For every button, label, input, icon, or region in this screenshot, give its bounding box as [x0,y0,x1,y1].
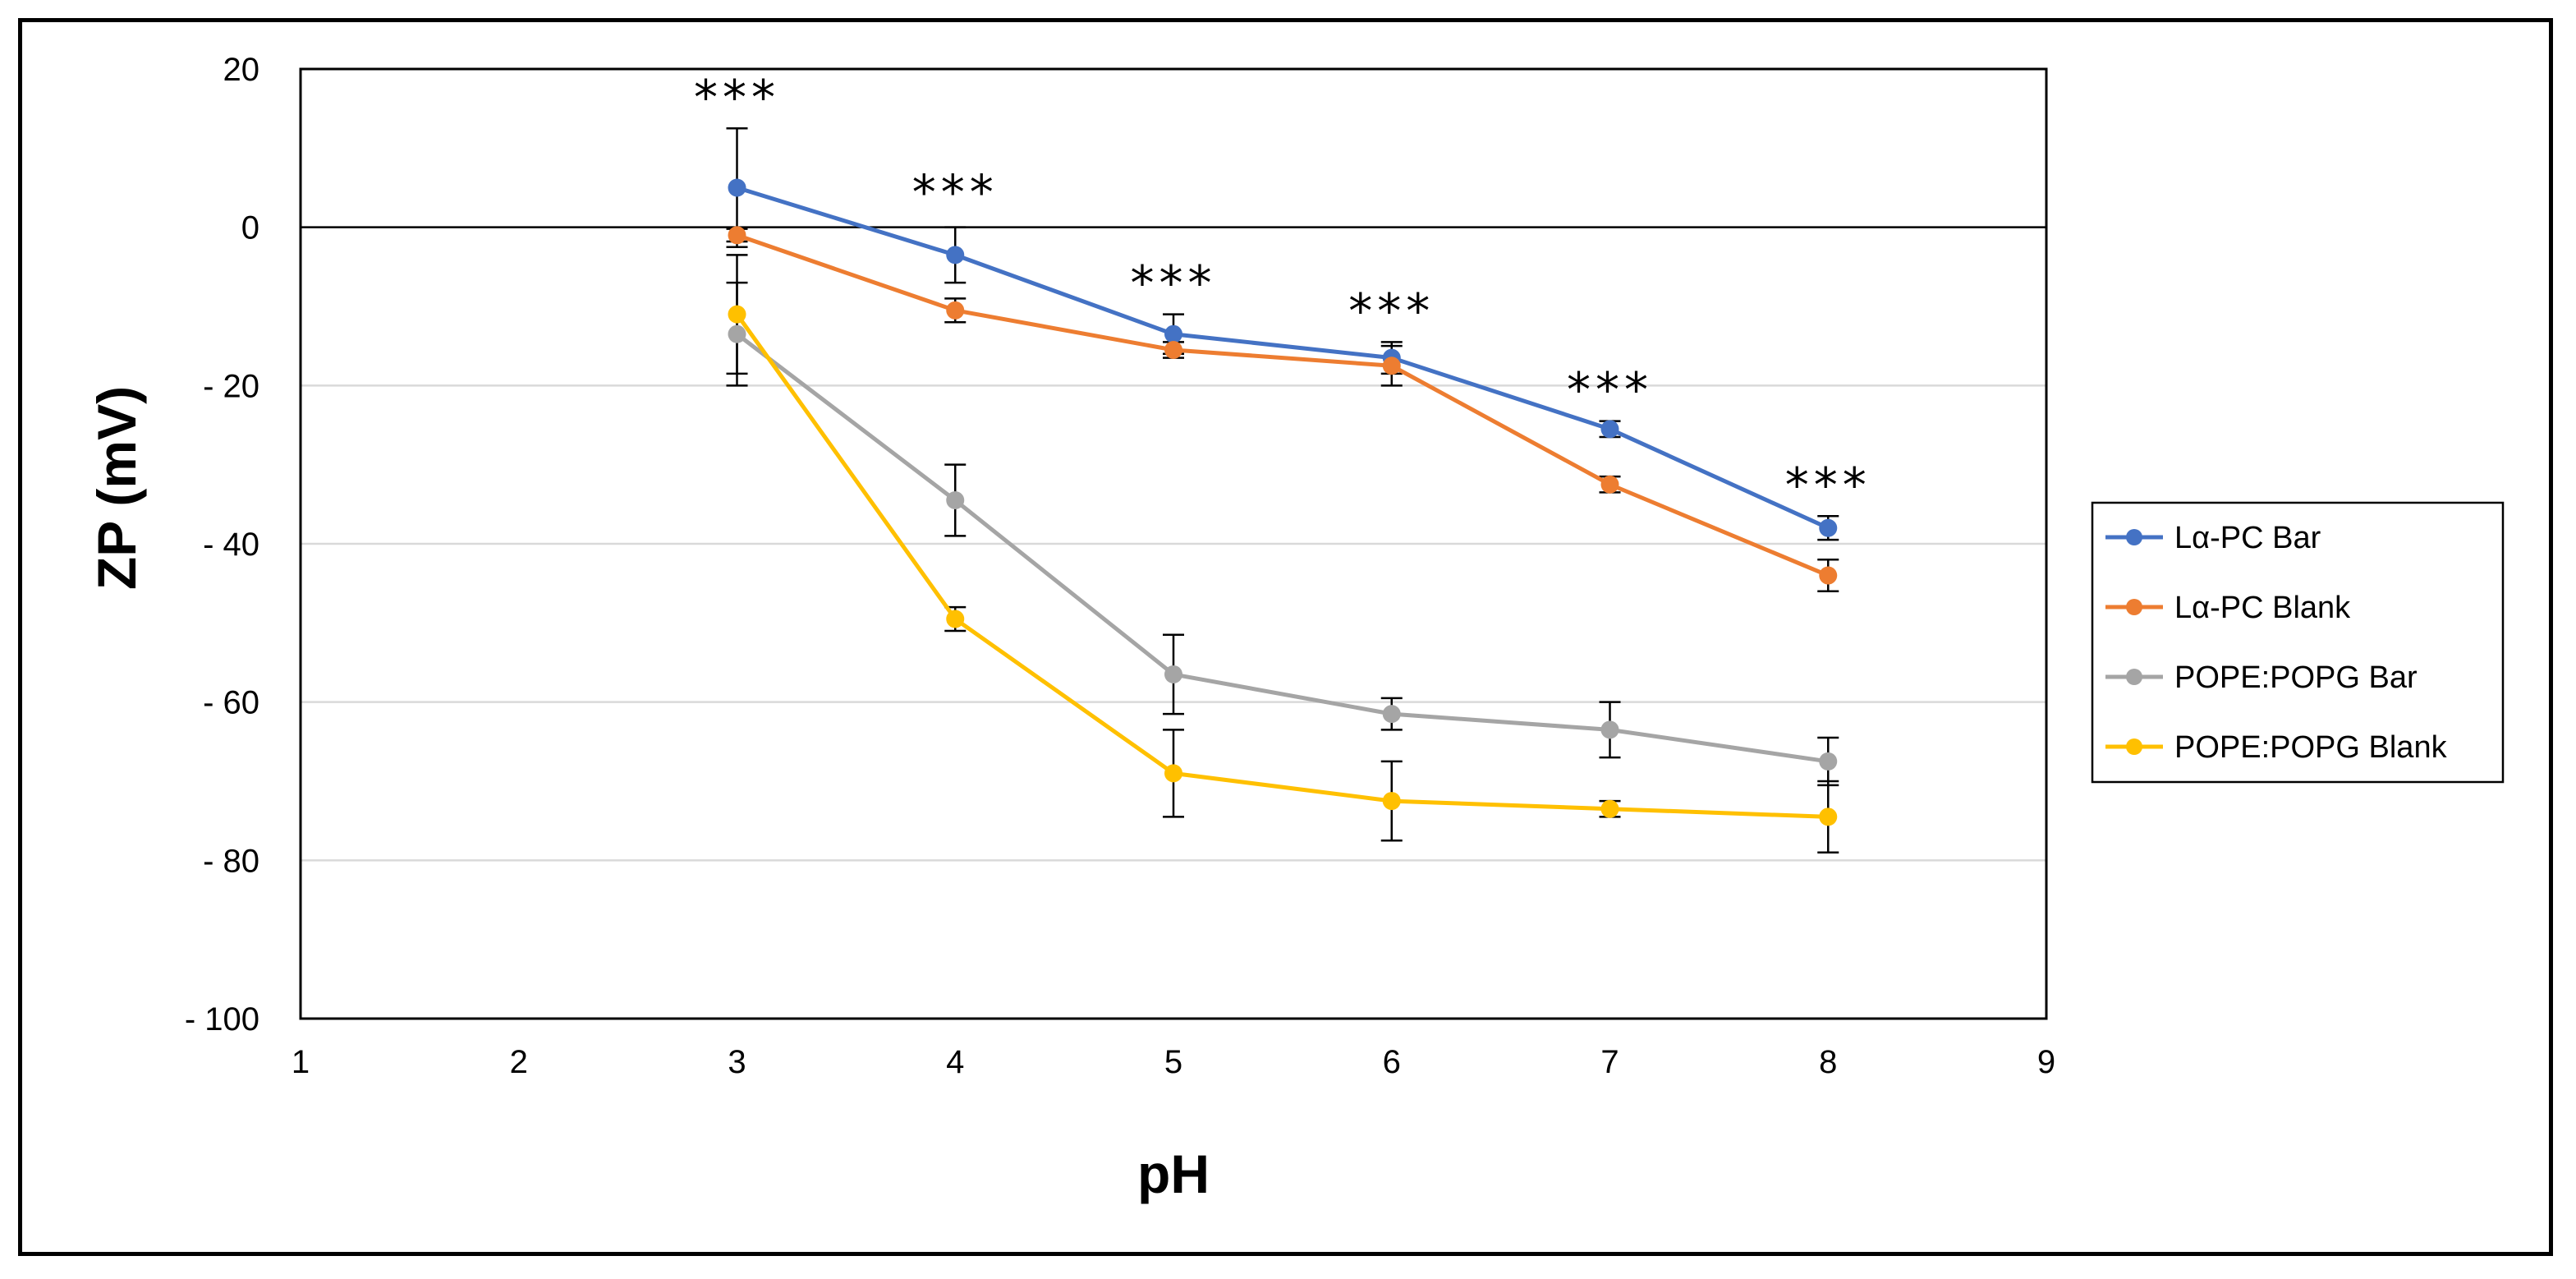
data-point-l-pc-blank [728,226,746,245]
legend-entry-l-pc-blank: Lα-PC Blank [2105,591,2351,625]
x-tick-label: 9 [2037,1044,2055,1080]
x-tick-label: 2 [510,1044,528,1080]
plot-area [299,67,2048,1020]
legend-label: POPE:POPG Blank [2174,730,2448,765]
data-point-pope-popg-bar [1164,665,1182,683]
series-line-pope-popg-bar [735,332,1829,764]
significance-stars: *** [1348,283,1435,338]
significance-stars: *** [694,69,780,125]
y-tick-label: 0 [241,210,259,246]
legend-entry-l-pc-bar: Lα-PC Bar [2105,521,2321,555]
data-point-l-pc-blank [1164,340,1182,359]
x-tick-label: 3 [728,1044,746,1080]
legend-swatch-marker [2126,529,2142,545]
data-point-l-pc-bar [728,178,746,197]
legend-box [2091,501,2505,784]
data-point-pope-popg-bar [946,491,965,510]
data-point-l-pc-blank [1819,566,1838,585]
y-tick-label: - 60 [203,685,259,721]
series-line-l-pc-blank [736,232,1830,577]
data-point-l-pc-bar [946,246,965,265]
x-axis-title: pH [1137,1143,1210,1204]
y-tick-label: - 80 [203,843,259,879]
data-point-pope-popg-bar [1600,720,1619,739]
data-point-pope-popg-blank [946,610,965,628]
data-point-pope-popg-bar [1819,752,1838,771]
data-point-l-pc-blank [1600,475,1619,494]
series-line-l-pc-bar [736,186,1830,531]
data-point-l-pc-bar [1164,324,1182,343]
series-line-pope-popg-blank [735,313,1829,819]
legend-label: POPE:POPG Bar [2174,660,2418,695]
data-point-pope-popg-bar [728,324,746,343]
x-tick-label: 6 [1383,1044,1401,1080]
significance-stars: *** [1785,457,1871,513]
data-point-l-pc-blank [1382,357,1401,375]
legend-swatch-marker [2126,738,2142,755]
y-axis-title: ZP (mV) [86,386,147,590]
data-point-l-pc-bar [1819,518,1838,537]
legend-swatch-marker [2126,599,2142,615]
x-tick-label: 5 [1164,1044,1182,1080]
significance-stars: *** [1567,362,1653,418]
x-tick-label: 7 [1600,1044,1619,1080]
data-point-l-pc-bar [1600,420,1619,439]
legend-swatch-marker [2126,669,2142,685]
x-tick-label: 8 [1819,1044,1837,1080]
significance-stars: *** [912,164,999,220]
data-point-pope-popg-blank [728,305,746,324]
legend: Lα-PC Bar Lα-PC Blank POPE:POPG Bar POPE:PO… [2091,501,2505,784]
x-tick-label: 1 [292,1044,310,1080]
data-point-pope-popg-blank [1600,799,1619,818]
data-point-pope-popg-bar [1382,705,1401,724]
y-tick-label: - 20 [203,368,259,404]
legend-label: Lα-PC Blank [2174,591,2351,625]
data-point-pope-popg-blank [1819,807,1838,826]
y-tick-label: - 40 [203,527,259,563]
significance-stars: *** [1131,255,1217,311]
data-point-pope-popg-blank [1164,764,1182,783]
data-point-pope-popg-blank [1382,792,1401,811]
legend-entry-pope-popg-blank: POPE:POPG Blank [2105,730,2448,765]
legend-label: Lα-PC Bar [2174,521,2321,555]
legend-entry-pope-popg-bar: POPE:POPG Bar [2105,660,2418,695]
data-point-l-pc-blank [946,301,965,320]
y-tick-label: 20 [223,52,260,88]
y-tick-label: - 100 [185,1001,259,1037]
x-tick-label: 4 [946,1044,964,1080]
